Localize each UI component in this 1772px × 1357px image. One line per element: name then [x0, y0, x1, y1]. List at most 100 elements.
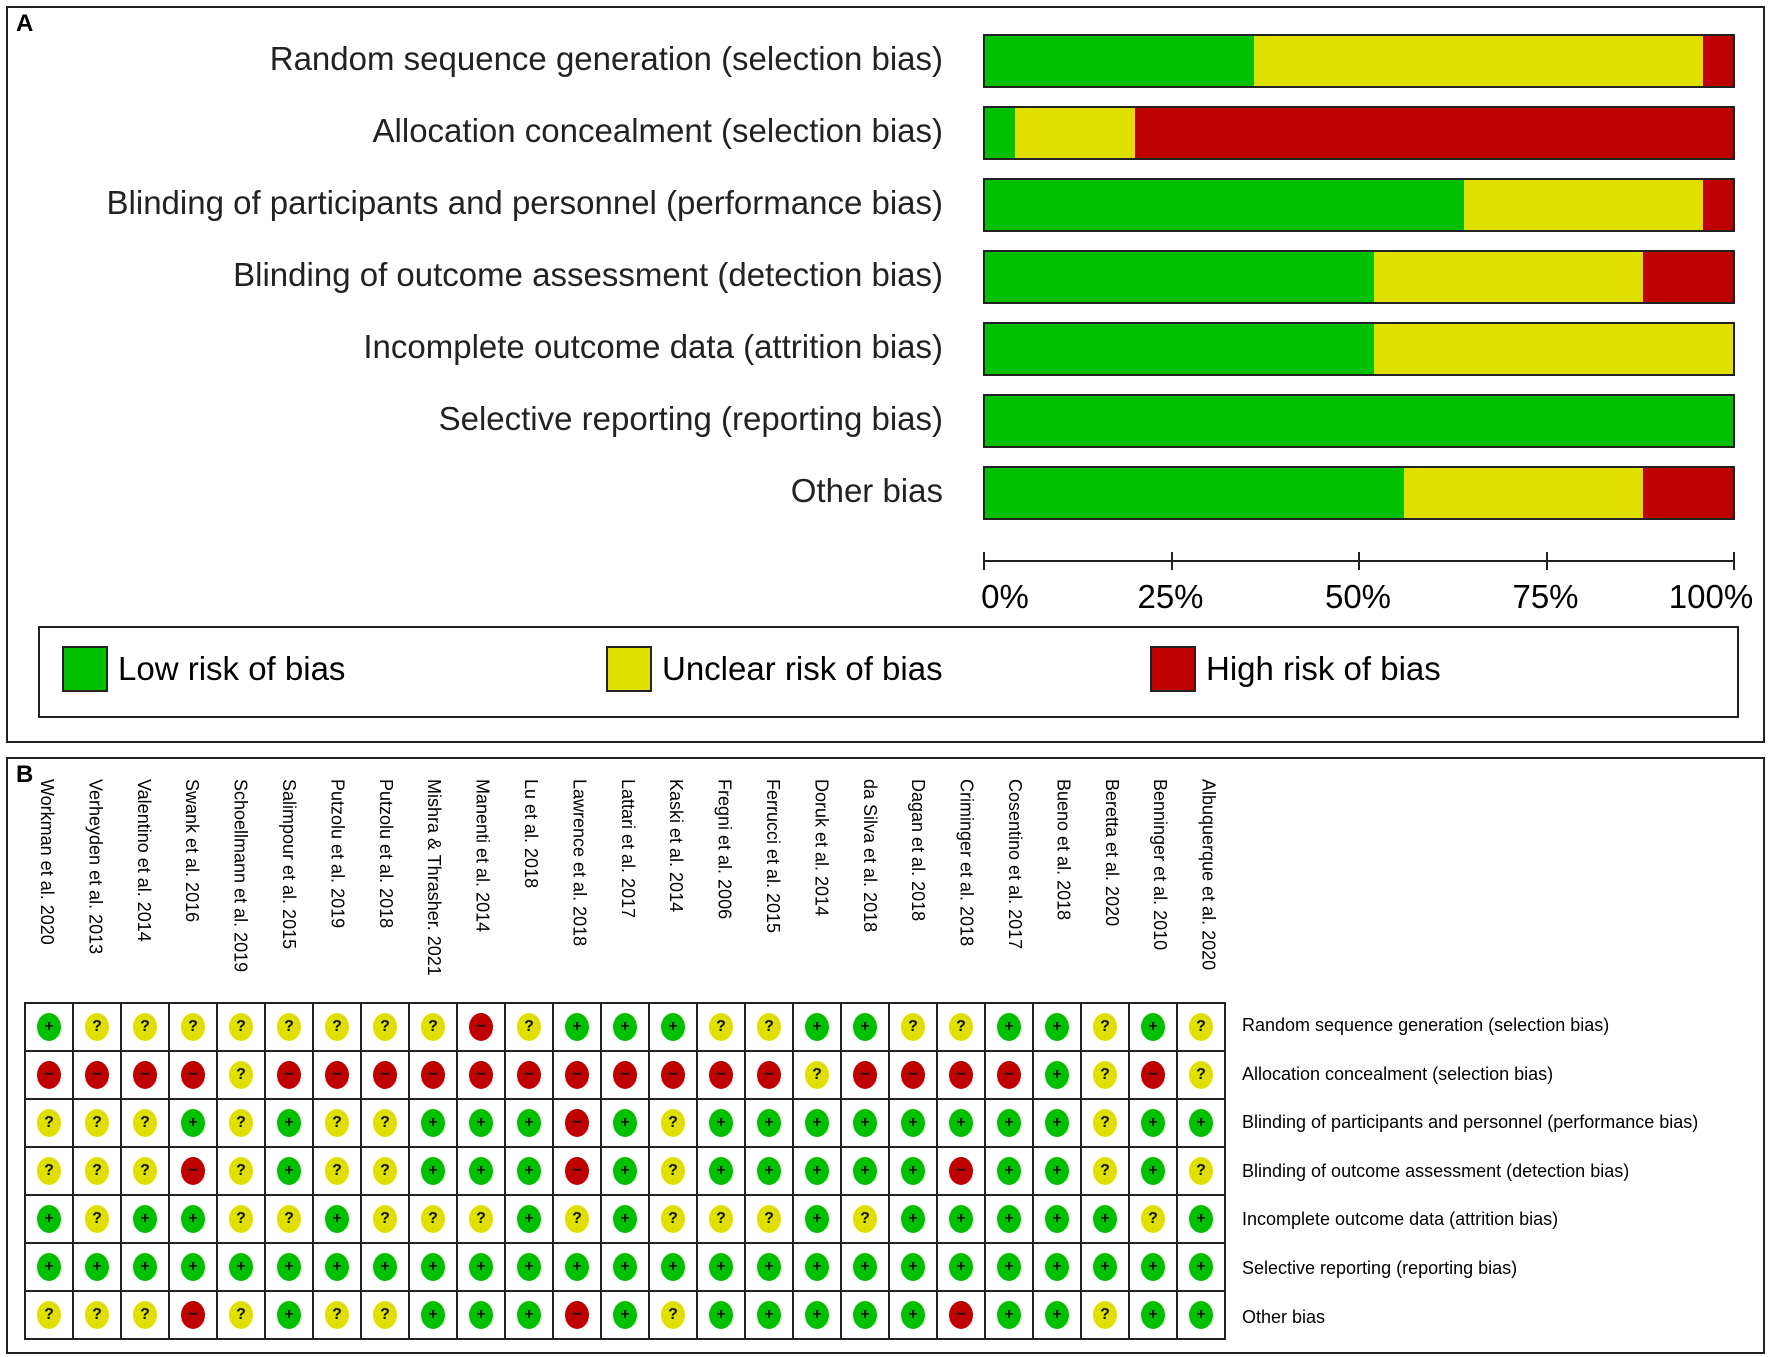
- rating-high-icon: −: [565, 1301, 589, 1329]
- rating-low-icon: +: [709, 1301, 733, 1329]
- rating-low-icon: +: [1045, 1157, 1069, 1185]
- rating-low-icon: +: [805, 1301, 829, 1329]
- rating-low-icon: +: [853, 1013, 877, 1041]
- grid-cell: ?: [120, 1098, 170, 1148]
- grid-cell: −: [408, 1050, 458, 1100]
- rating-high-icon: −: [37, 1061, 61, 1089]
- rating-high-icon: −: [949, 1301, 973, 1329]
- legend-item: Unclear risk of bias: [606, 646, 943, 692]
- grid-row: ??? −? +?? + + + − +? + + + + + − + +? + +: [24, 1290, 1226, 1340]
- grid-cell: −: [744, 1050, 794, 1100]
- grid-cell: ?: [1080, 1098, 1130, 1148]
- grid-cell: +: [1128, 1242, 1178, 1292]
- grid-cell: +: [648, 1002, 698, 1052]
- grid-cell: −: [120, 1050, 170, 1100]
- grid-cell: +: [312, 1194, 362, 1244]
- rating-low-icon: +: [565, 1013, 589, 1041]
- legend-label: Low risk of bias: [118, 650, 346, 687]
- x-tick-label: 100%: [1668, 578, 1754, 615]
- bar-label: Random sequence generation (selection bi…: [269, 40, 943, 77]
- rating-low-icon: +: [805, 1157, 829, 1185]
- rating-unclear-icon: ?: [277, 1013, 301, 1041]
- study-label: Manenti et al. 2014: [472, 779, 496, 989]
- grid-cell: −: [312, 1050, 362, 1100]
- study-name: Swank et al. 2016: [182, 779, 203, 923]
- rating-low-icon: +: [517, 1253, 541, 1281]
- grid-cell: ?: [408, 1194, 458, 1244]
- rating-low-icon: +: [1093, 1205, 1117, 1233]
- grid-cell: −: [600, 1050, 650, 1100]
- grid-cell: ?: [72, 1194, 122, 1244]
- rating-low-icon: +: [997, 1205, 1021, 1233]
- grid-cell: ?: [216, 1002, 266, 1052]
- grid-cell: ?: [72, 1146, 122, 1196]
- rating-unclear-icon: ?: [661, 1109, 685, 1137]
- study-label: Putzolu et al. 2018: [375, 779, 399, 989]
- rating-low-icon: +: [133, 1205, 157, 1233]
- grid-cell: −: [360, 1050, 410, 1100]
- grid-cell: ?: [456, 1194, 506, 1244]
- bar-segment-unclear: [1254, 36, 1704, 86]
- grid-cell: ?: [216, 1146, 266, 1196]
- grid-cell: ?: [360, 1098, 410, 1148]
- study-name: Mishra & Thrasher. 2021: [424, 779, 445, 976]
- grid-row: + + + + + + + + + + + + + + + + + + + + + + + + +: [24, 1242, 1226, 1292]
- grid-cell: ?: [1080, 1290, 1130, 1340]
- rating-unclear-icon: ?: [709, 1013, 733, 1041]
- rating-unclear-icon: ?: [1093, 1109, 1117, 1137]
- rating-unclear-icon: ?: [229, 1205, 253, 1233]
- grid-cell: −: [504, 1050, 554, 1100]
- rating-low-icon: +: [661, 1253, 685, 1281]
- rating-low-icon: +: [37, 1253, 61, 1281]
- grid-cell: ?: [72, 1290, 122, 1340]
- grid-cell: +: [264, 1098, 314, 1148]
- grid-cell: +: [600, 1146, 650, 1196]
- rating-low-icon: +: [997, 1013, 1021, 1041]
- rating-low-icon: +: [949, 1205, 973, 1233]
- rating-low-icon: +: [469, 1253, 493, 1281]
- grid-cell: +: [744, 1146, 794, 1196]
- rating-low-icon: +: [805, 1109, 829, 1137]
- study-name: Valentino et al. 2014: [133, 779, 154, 942]
- rating-unclear-icon: ?: [133, 1109, 157, 1137]
- domain-label: Blinding of outcome assessment (detectio…: [1242, 1160, 1630, 1181]
- rating-low-icon: +: [757, 1301, 781, 1329]
- rating-high-icon: −: [373, 1061, 397, 1089]
- study-label: Ferrucci et al. 2015: [762, 779, 786, 989]
- study-name: Criminger et al. 2018: [956, 779, 977, 947]
- rating-high-icon: −: [565, 1157, 589, 1185]
- rating-low-icon: +: [469, 1109, 493, 1137]
- study-label: Beretta et al. 2020: [1101, 779, 1125, 989]
- grid-cell: +: [600, 1002, 650, 1052]
- grid-cell: ?: [216, 1098, 266, 1148]
- x-tick: [1545, 552, 1548, 570]
- rating-high-icon: −: [949, 1061, 973, 1089]
- study-label: da Silva et al. 2018: [859, 779, 883, 989]
- grid-row: ??? +? +?? + + + − +? + + + + + + + +? + +: [24, 1098, 1226, 1148]
- grid-cell: ?: [1176, 1002, 1226, 1052]
- rating-low-icon: +: [469, 1157, 493, 1185]
- grid-cell: −: [936, 1050, 986, 1100]
- grid-cell: −: [24, 1050, 74, 1100]
- grid-cell: ?: [744, 1002, 794, 1052]
- grid-cell: +: [888, 1146, 938, 1196]
- grid-cell: ?: [72, 1098, 122, 1148]
- bar-segment-low: [985, 252, 1374, 302]
- rating-unclear-icon: ?: [661, 1301, 685, 1329]
- grid-cell: +: [1176, 1194, 1226, 1244]
- study-label: Schoellmann et al. 2019: [230, 779, 254, 989]
- study-label: Workman et al. 2020: [36, 779, 60, 989]
- grid-cell: ?: [648, 1290, 698, 1340]
- grid-cell: +: [840, 1242, 890, 1292]
- rating-low-icon: +: [421, 1109, 445, 1137]
- grid-cell: +: [744, 1242, 794, 1292]
- risk-grid: +???????? −? + + +?? + +?? + +? +? − − − −? − − − − − − − − − −…: [24, 1002, 1226, 1340]
- study-label: Benninger et al. 2010: [1149, 779, 1173, 989]
- grid-cell: +: [744, 1098, 794, 1148]
- rating-high-icon: −: [469, 1061, 493, 1089]
- rating-unclear-icon: ?: [373, 1157, 397, 1185]
- study-name: Beretta et al. 2020: [1101, 779, 1122, 927]
- grid-cell: +: [552, 1002, 602, 1052]
- rating-low-icon: +: [901, 1157, 925, 1185]
- study-label: Kaski et al. 2014: [665, 779, 689, 989]
